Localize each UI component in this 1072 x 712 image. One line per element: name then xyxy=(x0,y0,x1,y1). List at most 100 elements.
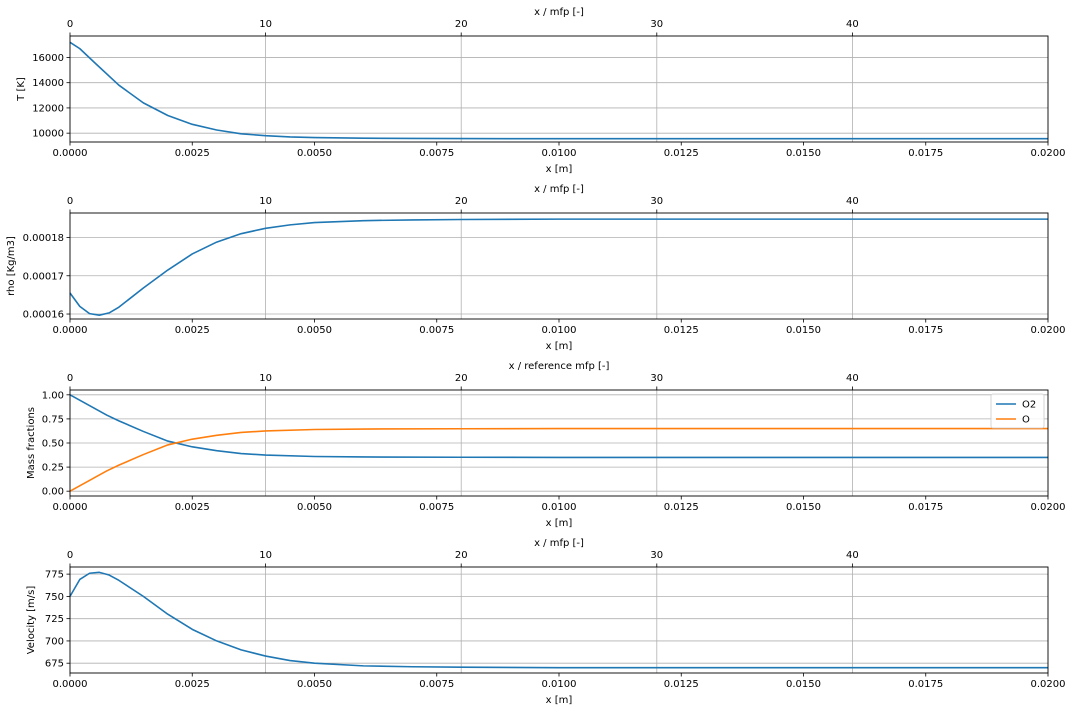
grid-lines xyxy=(70,213,1048,319)
top-x-tick-label: 20 xyxy=(455,373,468,384)
top-x-axis-label: x / mfp [-] xyxy=(534,184,584,195)
x-tick-label: 0.0125 xyxy=(664,502,699,513)
x-tick-label: 0.0025 xyxy=(175,148,210,159)
x-tick-label: 0.0050 xyxy=(297,502,332,513)
top-x-axis-label: x / mfp [-] xyxy=(534,538,584,549)
y-tick-label: 0.75 xyxy=(42,414,64,425)
y-tick-label: 16000 xyxy=(32,53,64,64)
top-x-tick-label: 30 xyxy=(650,196,663,207)
top-x-tick-label: 0 xyxy=(67,550,73,561)
y-axis-label: T [K] xyxy=(16,77,27,102)
x-tick-label: 0.0150 xyxy=(786,148,821,159)
legend-label-o2: O2 xyxy=(1022,400,1036,411)
legend: O2 O xyxy=(990,393,1045,429)
y-tick-label: 1.00 xyxy=(42,390,64,401)
x-tick-label: 0.0125 xyxy=(664,325,699,336)
x-tick-label: 0.0025 xyxy=(175,679,210,690)
top-x-tick-label: 10 xyxy=(259,373,272,384)
top-x-tick-label: 30 xyxy=(650,19,663,30)
series-line-1 xyxy=(69,218,1048,316)
y-axis-label: Velocity [m/s] xyxy=(26,586,37,655)
y-tick-label: 725 xyxy=(45,614,64,625)
top-x-tick-label: 10 xyxy=(259,550,272,561)
x-tick-label: 0.0050 xyxy=(297,679,332,690)
x-tick-label: 0.0050 xyxy=(297,148,332,159)
top-x-axis-label: x / reference mfp [-] xyxy=(509,361,610,372)
x-tick-label: 0.0100 xyxy=(542,148,577,159)
y-tick-label: 675 xyxy=(45,659,64,670)
y-axis-label: Mass fractions xyxy=(26,407,37,479)
x-axis-label: x [m] xyxy=(546,518,573,529)
top-x-axis-label: x / mfp [-] xyxy=(534,7,584,18)
x-tick-label: 0.0050 xyxy=(297,325,332,336)
x-tick-label: 0.0075 xyxy=(419,679,454,690)
top-x-tick-label: 20 xyxy=(455,550,468,561)
x-tick-label: 0.0200 xyxy=(1031,148,1066,159)
x-tick-label: 0.0000 xyxy=(53,148,88,159)
y-axis-label: rho [Kg/m3] xyxy=(6,236,17,296)
x-tick-label: 0.0200 xyxy=(1031,679,1066,690)
x-tick-label: 0.0100 xyxy=(542,502,577,513)
x-tick-label: 0.0000 xyxy=(53,325,88,336)
legend-label-o: O xyxy=(1022,415,1030,426)
grid-lines xyxy=(70,36,1048,142)
x-axis-label: x [m] xyxy=(546,341,573,352)
top-x-tick-label: 30 xyxy=(650,373,663,384)
x-tick-label: 0.0000 xyxy=(53,502,88,513)
y-tick-label: 0.00016 xyxy=(23,310,64,321)
chart-panel-4: 0.0000 0.0025 0.0050 0.0075 0.0100 0.0125 0.01… xyxy=(26,538,1066,706)
top-x-tick-label: 40 xyxy=(846,19,859,30)
top-x-tick-label: 40 xyxy=(846,373,859,384)
x-tick-label: 0.0150 xyxy=(786,502,821,513)
top-x-tick-label: 20 xyxy=(455,19,468,30)
x-tick-label: 0.0075 xyxy=(419,325,454,336)
series-line-o2 xyxy=(69,394,1048,459)
axes-frame xyxy=(69,212,1049,320)
series-line-1 xyxy=(69,571,1048,669)
chart-panel-3: 0.0000 0.0025 0.0050 0.0075 0.0100 0.0125 0.01… xyxy=(26,361,1066,529)
top-x-tick-label: 40 xyxy=(846,550,859,561)
x-tick-label: 0.0200 xyxy=(1031,502,1066,513)
y-tick-label: 0.25 xyxy=(42,463,64,474)
y-tick-label: 0.50 xyxy=(42,439,64,450)
chart-panel-2: 0.0000 0.0025 0.0050 0.0075 0.0100 0.0125 0.01… xyxy=(6,184,1066,352)
y-tick-label: 700 xyxy=(45,636,64,647)
x-tick-label: 0.0075 xyxy=(419,502,454,513)
top-x-tick-label: 0 xyxy=(67,196,73,207)
x-axis-label: x [m] xyxy=(546,695,573,706)
x-tick-label: 0.0125 xyxy=(664,679,699,690)
x-tick-label: 0.0150 xyxy=(786,679,821,690)
x-tick-label: 0.0175 xyxy=(908,679,943,690)
axes-frame xyxy=(69,35,1049,143)
x-tick-label: 0.0000 xyxy=(53,679,88,690)
y-tick-label: 750 xyxy=(45,592,64,603)
y-tick-label: 775 xyxy=(45,570,64,581)
x-axis-label: x [m] xyxy=(546,164,573,175)
x-tick-label: 0.0175 xyxy=(908,148,943,159)
top-x-tick-label: 30 xyxy=(650,550,663,561)
top-x-tick-label: 0 xyxy=(67,19,73,30)
y-tick-label: 0.00017 xyxy=(23,271,64,282)
x-tick-label: 0.0025 xyxy=(175,502,210,513)
chart-panel-1: 0.0000 0.0025 0.0050 0.0075 0.0100 0.0125 0.01… xyxy=(16,7,1066,175)
x-tick-label: 0.0100 xyxy=(542,325,577,336)
y-tick-label: 12000 xyxy=(32,103,64,114)
grid-lines xyxy=(70,390,1048,496)
top-x-tick-label: 10 xyxy=(259,196,272,207)
top-x-tick-label: 10 xyxy=(259,19,272,30)
x-tick-label: 0.0175 xyxy=(908,325,943,336)
axes-frame xyxy=(69,566,1049,674)
top-x-tick-label: 0 xyxy=(67,373,73,384)
x-tick-label: 0.0075 xyxy=(419,148,454,159)
x-tick-label: 0.0175 xyxy=(908,502,943,513)
grid-lines xyxy=(70,567,1048,673)
y-tick-label: 0.00 xyxy=(42,487,64,498)
x-tick-label: 0.0200 xyxy=(1031,325,1066,336)
top-x-tick-label: 40 xyxy=(846,196,859,207)
series-line-1 xyxy=(69,41,1048,140)
x-tick-label: 0.0150 xyxy=(786,325,821,336)
top-x-tick-label: 20 xyxy=(455,196,468,207)
y-tick-label: 14000 xyxy=(32,78,64,89)
series-line-o xyxy=(69,427,1048,492)
